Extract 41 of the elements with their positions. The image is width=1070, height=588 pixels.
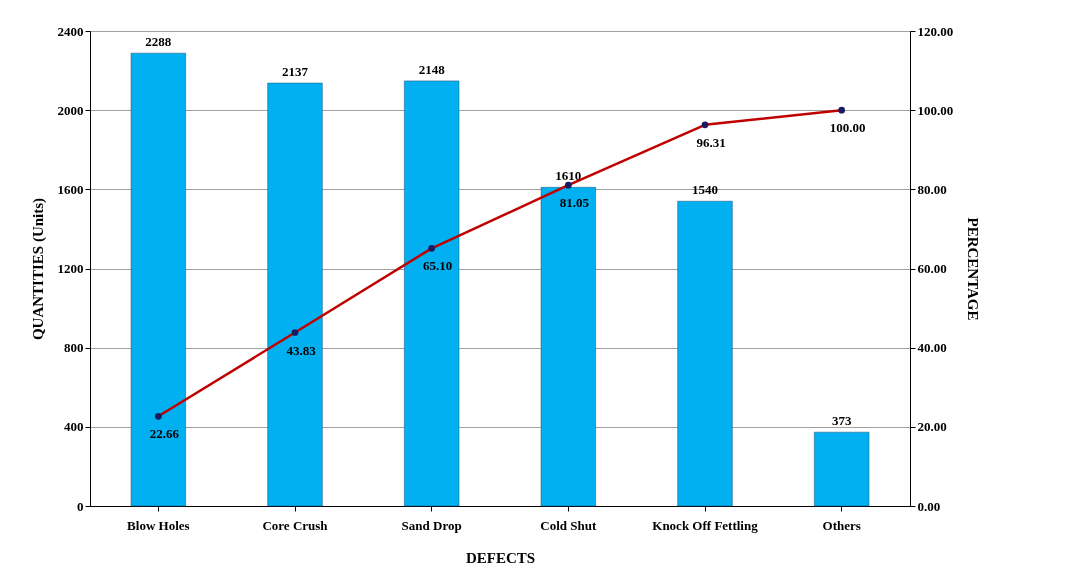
data-label: 2288 — [145, 34, 172, 50]
bar — [677, 200, 733, 507]
bar — [130, 52, 186, 507]
y2-tick-label: 60.00 — [917, 261, 947, 276]
data-label: 96.31 — [696, 134, 726, 150]
y2-tick-label: 120.00 — [917, 23, 954, 39]
y2-tick-label: 80.00 — [917, 181, 947, 197]
bar — [267, 82, 323, 507]
x-tick-label: Others — [822, 517, 861, 533]
bar — [404, 80, 460, 507]
x-axis-title: DEFECTS — [465, 549, 536, 566]
bar — [814, 431, 870, 507]
data-label: 373 — [831, 413, 852, 429]
x-tick-label: Knock Off Fettling — [652, 517, 759, 533]
y-tick-label: 800 — [64, 340, 84, 356]
y-tick-label: 2400 — [57, 23, 84, 39]
bar — [540, 187, 596, 507]
y-tick-label: 1200 — [57, 261, 84, 276]
y-tick-label: 400 — [64, 419, 84, 435]
x-tick-label: Sand Drop — [401, 517, 462, 533]
data-label: 100.00 — [829, 120, 866, 136]
y2-tick-label: 0.00 — [917, 498, 941, 514]
y-tick-label: 1600 — [57, 181, 84, 197]
y2-tick-label: 20.00 — [917, 419, 947, 435]
data-label: 81.05 — [559, 195, 590, 211]
data-label: 2137 — [282, 64, 309, 80]
y-axis-title: QUANTITIES (Units) — [29, 197, 47, 341]
data-label: 65.10 — [423, 258, 453, 274]
x-tick-label: Core Crush — [262, 517, 329, 533]
data-label: 2148 — [418, 61, 446, 77]
y-tick-label: 0 — [77, 498, 84, 514]
data-label: 1610 — [555, 168, 582, 184]
data-label: 43.83 — [286, 342, 317, 358]
data-label: 22.66 — [149, 426, 180, 442]
x-tick-label: Cold Shut — [540, 517, 597, 533]
y2-tick-label: 40.00 — [917, 340, 947, 356]
y2-tick-label: 100.00 — [917, 102, 954, 118]
data-label: 1540 — [692, 182, 718, 198]
x-tick-label: Blow Holes — [127, 517, 190, 533]
y-tick-label: 2000 — [57, 102, 84, 118]
y2-axis-title: PERCENTAGE — [965, 217, 982, 321]
